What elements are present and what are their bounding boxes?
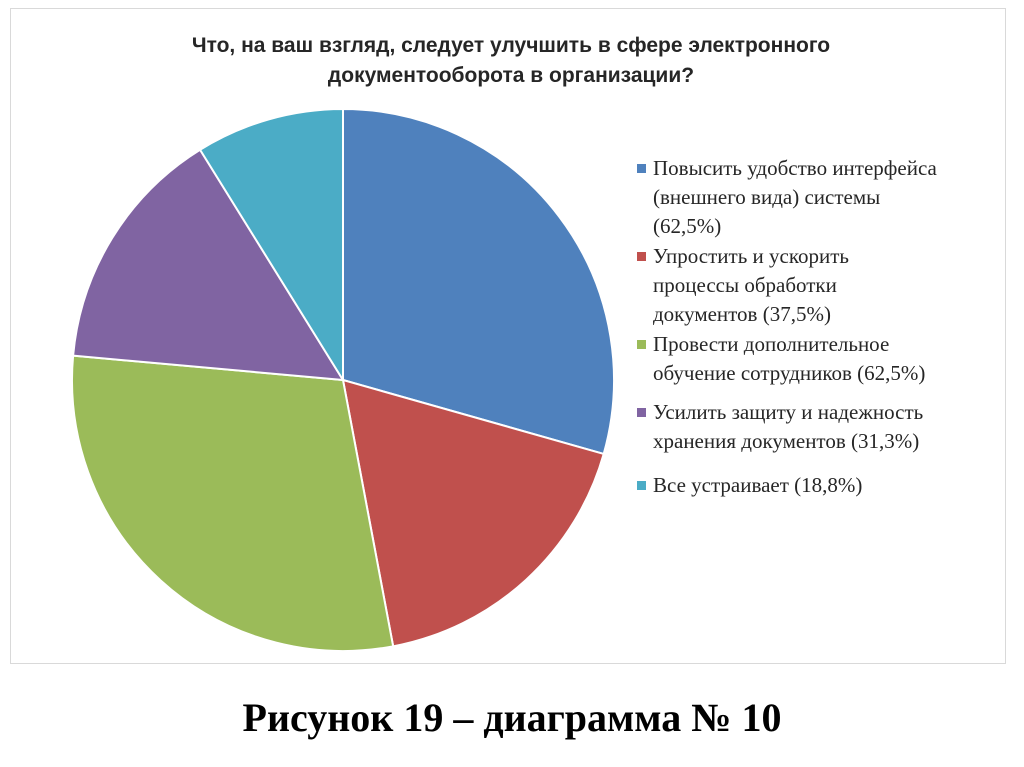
legend-label: Усилить защиту и надежность хранения док…	[653, 400, 924, 453]
pie-slice	[342, 379, 605, 648]
legend-label: Все устраивает (18,8%)	[653, 473, 863, 497]
chart-title: Что, на ваш взгляд, следует улучшить в с…	[191, 34, 831, 87]
chart-frame: Что, на ваш взгляд, следует улучшить в с…	[10, 8, 1006, 664]
pie-slice	[199, 108, 344, 381]
legend-label: Провести дополнительное обучение сотрудн…	[653, 332, 926, 385]
pie-slice	[72, 148, 344, 381]
legend-swatch	[637, 408, 646, 417]
legend-item: Провести дополнительное обучение сотрудн…	[629, 330, 1009, 388]
figure-caption: Рисунок 19 – диаграмма № 10	[242, 695, 782, 740]
legend-label: Повысить удобство интерфейса (внешнего в…	[653, 156, 937, 238]
legend-swatch	[637, 164, 646, 173]
legend-item: Повысить удобство интерфейса (внешнего в…	[629, 154, 1009, 241]
pie-slice	[342, 108, 615, 455]
pie-slice	[71, 354, 395, 652]
legend-item: Упростить и ускорить процессы обработки …	[629, 242, 1009, 329]
legend-item: Усилить защиту и надежность хранения док…	[629, 398, 1009, 456]
legend-label: Упростить и ускорить процессы обработки …	[653, 244, 849, 326]
legend: Повысить удобство интерфейса (внешнего в…	[629, 154, 1009, 501]
legend-swatch	[637, 481, 646, 490]
legend-swatch	[637, 252, 646, 261]
legend-item: Все устраивает (18,8%)	[629, 471, 1009, 500]
pie-chart	[71, 108, 615, 652]
legend-swatch	[637, 340, 646, 349]
